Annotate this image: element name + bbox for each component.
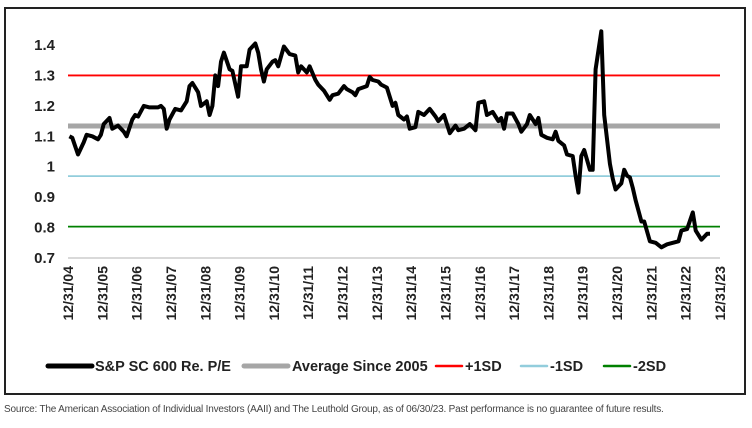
x-tick-label: 12/31/21 [643, 266, 659, 321]
legend-label: Average Since 2005 [292, 359, 428, 375]
x-tick-label: 12/31/23 [712, 266, 728, 321]
legend-label: -1SD [550, 359, 583, 375]
y-tick-label: 1.3 [34, 67, 55, 84]
x-tick-label: 12/31/06 [129, 266, 145, 321]
y-tick-label: 1.4 [34, 37, 56, 54]
pe-series-line [68, 29, 710, 250]
legend-label: S&P SC 600 Re. P/E [95, 359, 231, 375]
y-tick-label: 1 [47, 159, 55, 176]
x-tick-label: 12/31/11 [300, 266, 316, 320]
chart-frame [4, 7, 746, 395]
x-tick-label: 12/31/14 [403, 266, 419, 321]
x-tick-label: 12/31/19 [575, 266, 591, 321]
source-note: Source: The American Association of Indi… [4, 404, 664, 415]
y-tick-label: 1.1 [34, 128, 55, 145]
x-tick-label: 12/31/22 [678, 266, 694, 321]
x-tick-label: 12/31/13 [369, 266, 385, 321]
legend-label: -2SD [633, 359, 666, 375]
x-tick-label: 12/31/12 [335, 266, 351, 321]
y-tick-label: 0.9 [34, 189, 55, 206]
x-tick-label: 12/31/20 [609, 266, 625, 321]
x-tick-label: 12/31/07 [163, 266, 179, 321]
x-tick-label: 12/31/15 [437, 266, 453, 321]
y-tick-label: 1.2 [34, 98, 55, 115]
x-tick-label: 12/31/17 [506, 266, 522, 321]
y-tick-label: 0.8 [34, 220, 55, 237]
legend-label: +1SD [465, 359, 502, 375]
x-tick-label: 12/31/10 [266, 266, 282, 321]
x-tick-label: 12/31/05 [94, 266, 110, 321]
x-tick-label: 12/31/16 [472, 266, 488, 321]
y-tick-label: 0.7 [34, 250, 55, 267]
x-tick-label: 12/31/18 [540, 266, 556, 321]
x-tick-label: 12/31/04 [60, 266, 76, 321]
x-tick-label: 12/31/09 [232, 266, 248, 321]
x-tick-label: 12/31/08 [197, 266, 213, 321]
